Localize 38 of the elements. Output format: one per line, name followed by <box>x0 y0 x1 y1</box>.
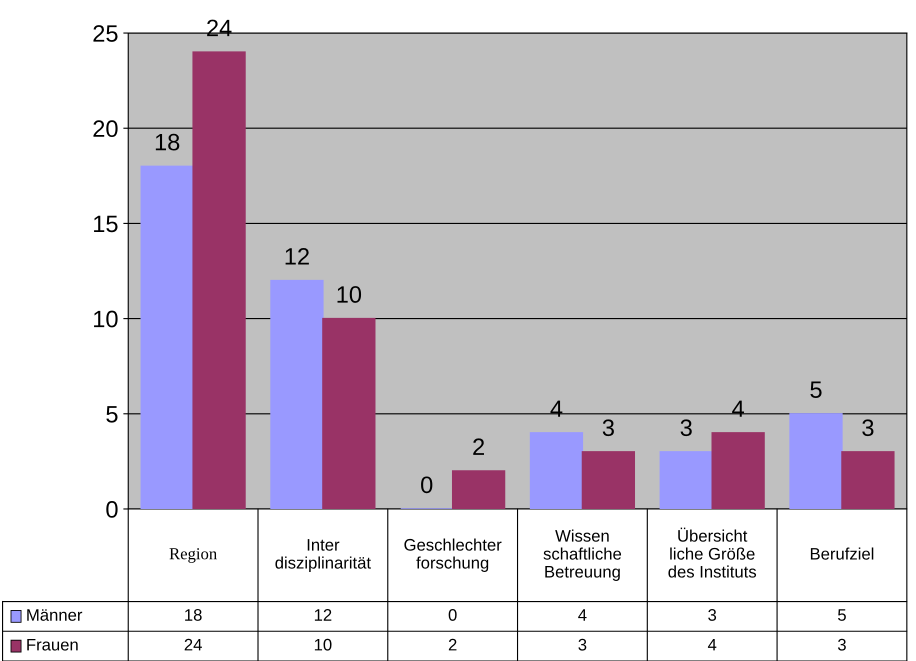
x-tick-label: Region <box>170 548 217 563</box>
y-tick-label: 20 <box>93 120 118 138</box>
y-tick-label: 5 <box>106 406 118 423</box>
text: 2 <box>448 638 456 650</box>
data-label: 5 <box>810 382 822 398</box>
x-tick-label: Inter disziplinarität <box>275 539 371 572</box>
text: 3 <box>838 638 846 651</box>
x-tick-label: Berufziel <box>810 547 874 560</box>
text: 3 <box>708 609 716 621</box>
x-tick-label: Übersicht liche Größe des Instituts <box>668 528 756 578</box>
data-label: 3 <box>862 419 874 436</box>
data-label: 10 <box>338 286 362 303</box>
text: 18 <box>185 609 202 621</box>
text: 5 <box>838 609 846 621</box>
legend-label: Männer <box>27 609 82 621</box>
legend-label: Frauen <box>27 638 78 651</box>
text: 4 <box>708 638 716 650</box>
data-label: 3 <box>602 419 614 436</box>
data-label: 18 <box>156 134 180 151</box>
x-tick-label: Geschlechter forschung <box>404 538 502 572</box>
data-label: 4 <box>550 400 562 417</box>
data-label: 3 <box>680 419 692 436</box>
y-tick-label: 0 <box>106 501 118 518</box>
y-tick-label: 10 <box>94 310 118 328</box>
text: 4 <box>578 609 587 621</box>
data-label: 4 <box>732 400 744 417</box>
data-label: 24 <box>207 20 232 36</box>
x-tick-label: Wissen schaftliche Betreuung <box>544 530 622 581</box>
y-tick-label: 25 <box>93 25 118 42</box>
text: 3 <box>578 638 586 651</box>
data-label: 2 <box>473 438 484 455</box>
text: 10 <box>314 638 332 651</box>
text: 12 <box>314 609 332 621</box>
text: 0 <box>448 609 457 621</box>
data-label: 12 <box>286 248 309 265</box>
y-tick-label: 15 <box>94 216 118 232</box>
text: 24 <box>184 638 202 650</box>
data-label: 0 <box>421 476 432 494</box>
